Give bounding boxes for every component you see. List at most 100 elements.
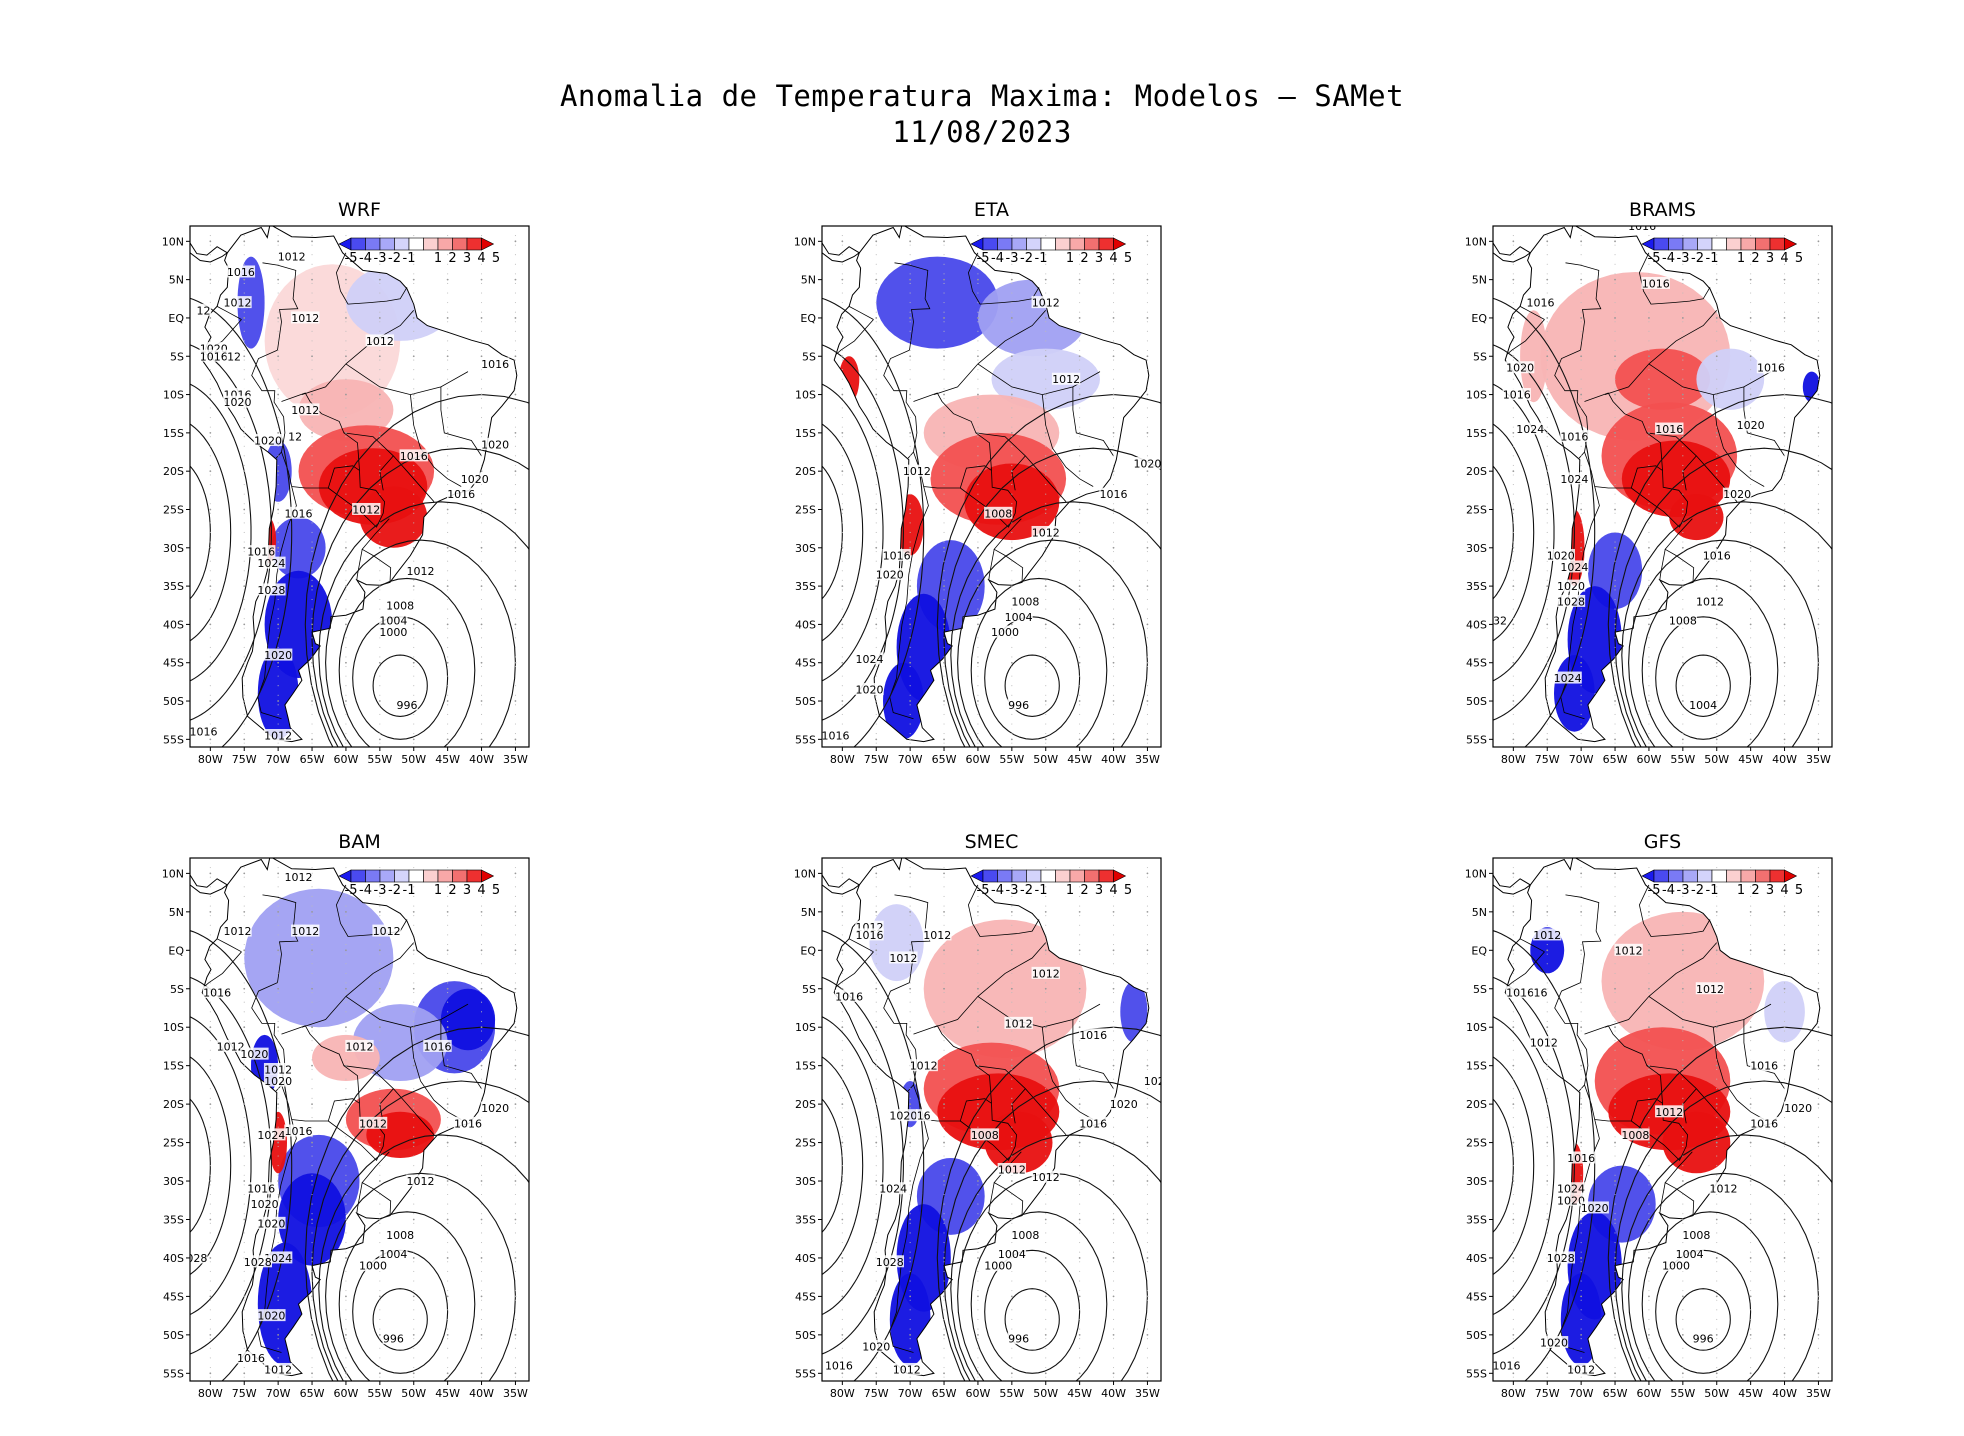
colorbar-label: 2	[448, 883, 456, 898]
svg-text:1012: 1012	[284, 871, 312, 884]
colorbar-swatch	[437, 869, 453, 883]
svg-text:1016: 1016	[454, 1117, 482, 1130]
svg-text:1012: 1012	[1032, 1171, 1060, 1184]
country-border	[257, 1119, 297, 1353]
country-border	[440, 386, 482, 457]
colorbar-label: 4	[1780, 883, 1788, 898]
isobar-label: 1024	[1560, 472, 1589, 486]
lon-tick-label: 55W	[999, 753, 1024, 766]
isobar-label: 1012	[1031, 296, 1060, 310]
isobar-label: 1032	[1493, 614, 1508, 628]
isobar-label: 1028	[257, 583, 286, 597]
lat-tick-label: 50S	[1466, 1329, 1487, 1342]
country-border	[281, 451, 360, 489]
isobar-label: 1016	[423, 1039, 452, 1053]
isobar-label: 1012	[1709, 1182, 1738, 1196]
svg-text:1024: 1024	[855, 653, 883, 666]
lat-tick-label: 40S	[1466, 1252, 1487, 1265]
isobar-label: 1000	[990, 625, 1020, 639]
colorbar-label: 4	[1780, 251, 1788, 266]
isobar-label: 1012	[291, 403, 320, 417]
isobar-label: 1020	[263, 648, 293, 662]
isobar-line	[1621, 1134, 1832, 1381]
svg-text:1016: 1016	[400, 450, 428, 463]
panel-title: BRAMS	[1629, 199, 1696, 221]
lat-tick-label: 10S	[1466, 1021, 1487, 1034]
map-frame	[189, 857, 530, 1382]
country-border	[1604, 310, 1717, 395]
lat-tick-label: 30S	[163, 542, 184, 555]
anomaly-area	[869, 904, 924, 982]
svg-text:1008: 1008	[386, 599, 414, 612]
colorbar-swatch	[365, 869, 381, 883]
lon-tick-label: 65W	[300, 753, 325, 766]
svg-text:1028: 1028	[1557, 595, 1585, 608]
colorbar-label: -2	[388, 251, 401, 266]
country-border	[1565, 262, 1602, 351]
lon-tick-label: 65W	[932, 1387, 957, 1400]
isobar-label: 1012	[1533, 928, 1562, 942]
lon-tick-label: 35W	[1135, 1387, 1160, 1400]
svg-text:1016: 1016	[227, 266, 255, 279]
svg-text:1016: 1016	[1503, 389, 1531, 402]
svg-text:1020: 1020	[889, 1110, 917, 1123]
svg-text:1024: 1024	[879, 1183, 907, 1196]
isobar-line	[1655, 1249, 1752, 1374]
country-border	[1646, 1065, 1738, 1136]
lon-tick-label: 45W	[1738, 753, 1763, 766]
svg-text:1004: 1004	[1005, 611, 1033, 624]
anomaly-area	[1615, 348, 1710, 410]
isobar-label: 1016	[202, 986, 232, 1000]
colorbar-label: 5	[1795, 883, 1803, 898]
svg-text:1012: 1012	[291, 925, 319, 938]
isobar-label: 1024	[1516, 422, 1545, 436]
isobar-line	[822, 930, 925, 1381]
isobar-line	[1493, 1016, 1555, 1316]
svg-text:1012: 1012	[264, 1064, 292, 1077]
figure-title: Anomalia de Temperatura Maxima: Modelos …	[0, 78, 1964, 150]
lat-tick-label: 10N	[162, 235, 184, 248]
colorbar-label: -2	[388, 883, 401, 898]
lat-tick-label: 35S	[163, 580, 184, 593]
isobar-label: 1004	[379, 614, 408, 628]
isobar-label: 1020	[460, 472, 489, 486]
lon-tick-label: 75W	[864, 753, 889, 766]
isobar-label: 1016	[824, 1359, 854, 1373]
colorbar-label: -5	[1648, 251, 1661, 266]
isobar-label: 1020	[250, 1197, 279, 1211]
isobar-label: 1012	[263, 1362, 293, 1376]
lon-tick-label: 40W	[469, 753, 494, 766]
svg-text:1012: 1012	[223, 925, 251, 938]
isobar-line	[190, 930, 293, 1381]
country-border	[1565, 894, 1602, 983]
lat-tick-label: 25S	[795, 1137, 816, 1150]
country-border	[1743, 1019, 1785, 1089]
lon-tick-label: 80W	[1501, 753, 1526, 766]
colorbar-swatch	[394, 869, 410, 883]
isobar-line	[1493, 1056, 1535, 1276]
svg-text:1024: 1024	[1560, 561, 1588, 574]
isobar-label: 1016	[236, 1351, 266, 1365]
country-border	[257, 486, 297, 720]
colorbar-swatch	[466, 237, 482, 251]
lat-tick-label: 20S	[163, 465, 184, 478]
isobar-label: 1016	[226, 265, 256, 279]
isobar-label: 1012	[1566, 1362, 1596, 1376]
lat-tick-label: 45S	[163, 1290, 184, 1303]
lon-tick-label: 55W	[1670, 1387, 1695, 1400]
country-border	[988, 549, 995, 581]
isobar-label: 996	[1007, 1332, 1030, 1346]
lon-tick-label: 35W	[503, 753, 528, 766]
colorbar-swatch	[1682, 237, 1698, 251]
colorbar-swatch	[1011, 869, 1027, 883]
lat-tick-label: 5N	[801, 906, 816, 919]
colorbar-swatch	[1769, 237, 1785, 251]
country-border	[933, 310, 1046, 395]
svg-text:1016: 1016	[200, 350, 228, 363]
isobar-label: 1012	[216, 1039, 245, 1053]
map-lines: 1012 1012 1020 1012 1016 1008 1012 1016 1020 1008…	[822, 226, 1161, 747]
lat-tick-label: EQ	[1471, 944, 1487, 957]
isobar-label: 1016	[190, 725, 218, 739]
country-border	[1554, 349, 1589, 459]
svg-text:1016: 1016	[883, 549, 911, 562]
